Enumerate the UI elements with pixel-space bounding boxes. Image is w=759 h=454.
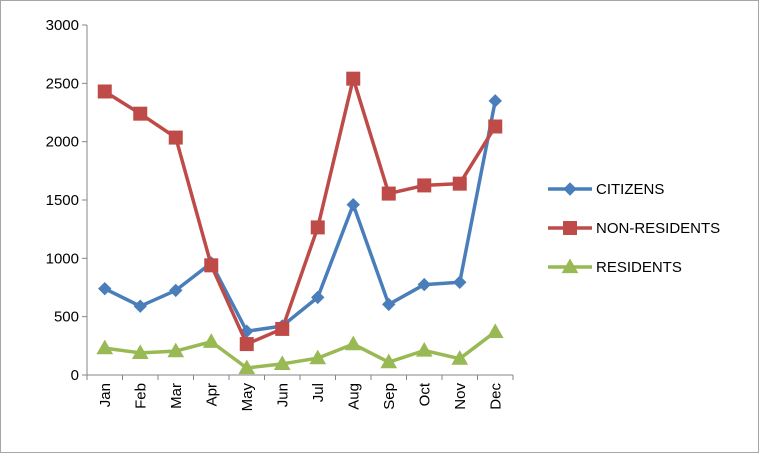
legend-marker-residents (561, 258, 579, 274)
legend-marker-non-residents (563, 221, 577, 235)
data-point-residents (167, 342, 185, 358)
data-point-residents (238, 359, 256, 375)
x-tick-label: Jun (274, 383, 291, 407)
data-point-citizens (453, 275, 467, 289)
data-point-citizens (98, 281, 112, 296)
data-point-non-residents (168, 130, 183, 145)
data-point-residents (380, 353, 398, 369)
data-point-residents (344, 335, 362, 351)
data-point-citizens (382, 297, 396, 312)
series-line-residents (104, 330, 497, 370)
y-tick-label: 2500 (46, 75, 79, 92)
series-line-non-residents (103, 76, 497, 346)
legend-label-residents: RESIDENTS (596, 259, 682, 276)
data-point-non-residents (488, 119, 503, 134)
data-point-citizens (346, 197, 360, 212)
x-tick-label: Jul (310, 383, 327, 402)
data-point-citizens (133, 299, 147, 313)
data-point-non-residents (97, 84, 112, 99)
data-point-residents (451, 350, 469, 365)
data-point-non-residents (417, 178, 432, 193)
data-point-residents (96, 339, 114, 355)
data-point-non-residents (239, 337, 254, 352)
x-tick-label: Feb (132, 383, 149, 409)
data-point-non-residents (310, 220, 325, 235)
data-point-non-residents (452, 176, 467, 191)
x-tick-label: Apr (203, 383, 220, 406)
data-point-non-residents (204, 258, 219, 273)
data-point-residents (415, 341, 433, 357)
data-point-residents (309, 349, 327, 365)
data-point-residents (202, 333, 220, 348)
x-tick-label: Sep (381, 383, 398, 410)
legend-label-non-residents: NON-RESIDENTS (596, 220, 720, 237)
data-point-residents (131, 344, 149, 359)
y-tick-label: 3000 (46, 17, 79, 34)
x-tick-label: Jan (97, 383, 114, 407)
x-tick-label: Dec (487, 383, 504, 410)
data-point-residents (273, 355, 291, 371)
data-point-residents (486, 323, 504, 338)
x-tick-label: Mar (168, 383, 185, 409)
data-point-citizens (311, 290, 325, 305)
legend-marker-citizens (563, 182, 577, 196)
y-tick-label: 500 (54, 309, 79, 326)
legend-label-citizens: CITIZENS (596, 181, 664, 198)
data-point-citizens (169, 283, 183, 298)
y-tick-label: 0 (71, 367, 79, 384)
y-tick-label: 1500 (46, 192, 79, 209)
y-tick-label: 1000 (46, 250, 79, 267)
x-tick-label: Nov (452, 383, 469, 410)
data-point-non-residents (275, 321, 290, 336)
data-point-non-residents (346, 71, 361, 86)
x-tick-label: May (239, 383, 256, 412)
data-point-citizens (417, 277, 431, 292)
data-point-non-residents (381, 186, 396, 201)
x-tick-label: Aug (345, 383, 362, 410)
data-point-non-residents (133, 106, 148, 121)
data-point-citizens (488, 94, 502, 108)
x-tick-label: Oct (416, 382, 433, 406)
y-tick-label: 2000 (46, 134, 79, 151)
series-line-citizens (103, 100, 497, 333)
